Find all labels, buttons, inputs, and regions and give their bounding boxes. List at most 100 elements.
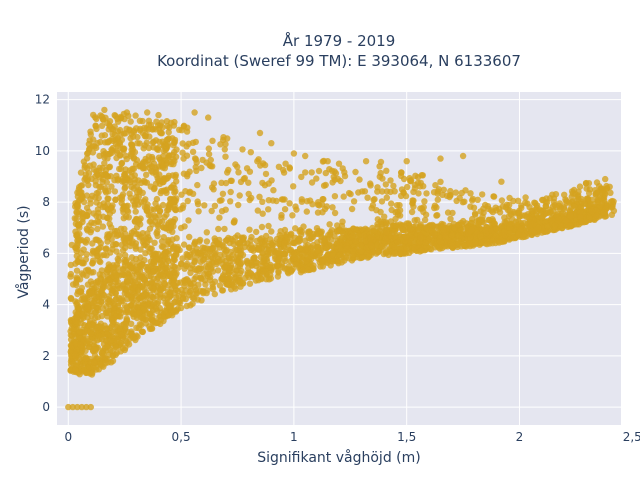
scatter-point [600,209,608,216]
scatter-point [578,203,585,210]
scatter-point [141,132,148,140]
scatter-point [350,225,357,232]
scatter-point [128,183,135,190]
scatter-point [108,149,115,157]
scatter-point [120,145,127,152]
scatter-point [449,209,456,217]
scatter-point [305,234,312,242]
scatter-point [205,150,213,158]
scatter-point [437,178,444,185]
scatter-point [153,293,161,300]
scatter-point [341,172,349,180]
scatter-point [329,204,336,211]
scatter-point [73,215,80,222]
zero-period-point [74,403,81,411]
scatter-point [77,288,85,295]
scatter-point [146,218,153,225]
scatter-point [186,291,193,299]
scatter-point [187,282,194,289]
scatter-point [482,227,489,234]
scatter-point [92,123,100,130]
scatter-point [104,139,111,146]
scatter-point [177,224,185,232]
scatter-point [114,255,122,263]
scatter-point [85,322,92,329]
scatter-point [237,283,244,290]
scatter-point [469,195,476,203]
scatter-point [560,205,568,212]
scatter-point [157,130,165,137]
scatter-point [331,209,339,217]
scatter-point [472,240,479,248]
outlier-point [362,158,370,165]
scatter-point [146,236,153,243]
scatter-point [136,217,143,224]
scatter-point [570,203,578,210]
scatter-point [143,207,151,215]
scatter-point [281,206,289,213]
zero-period-point [69,403,77,411]
scatter-point [400,189,407,196]
y-tick-label: 12 [35,93,50,107]
scatter-point [222,179,230,187]
scatter-point [360,232,367,239]
scatter-point [356,176,363,183]
scatter-point [305,230,312,237]
scatter-point [309,201,316,208]
scatter-point [195,208,202,215]
scatter-point [300,223,307,230]
scatter-point [423,225,430,232]
scatter-point [315,247,322,254]
scatter-point [105,309,112,316]
scatter-point [506,230,513,237]
y-tick-label: 0 [42,400,50,414]
scatter-point [211,202,219,209]
scatter-point [243,165,251,172]
scatter-point [326,221,333,228]
scatter-point [378,198,386,205]
scatter-point [171,136,179,144]
scatter-point [95,332,103,339]
scatter-point [553,204,560,211]
scatter-point [246,226,253,233]
scatter-point [172,171,179,179]
scatter-point [128,254,136,261]
scatter-point [194,198,201,205]
outlier-point [498,178,505,185]
scatter-point [607,189,614,196]
scatter-point [154,205,161,212]
scatter-point [222,206,229,213]
scatter-point [123,315,130,322]
scatter-point [591,201,598,208]
scatter-point [431,231,438,239]
scatter-point [78,311,86,318]
scatter-point [106,283,113,291]
y-tick-label: 10 [35,144,50,158]
scatter-point [281,255,288,262]
scatter-point [521,219,528,227]
scatter-point [81,329,89,336]
scatter-point [102,337,110,345]
x-tick-label: 2,5 [623,430,640,444]
scatter-point [246,280,254,287]
scatter-point [160,273,167,280]
scatter-point [135,324,142,332]
scatter-point [116,152,124,159]
scatter-point [255,245,263,252]
scatter-point [90,210,97,217]
scatter-point [329,252,336,259]
scatter-point [334,258,342,265]
scatter-point [535,224,542,232]
scatter-point [169,218,176,226]
scatter-point [155,250,162,258]
scatter-point [95,189,102,196]
scatter-point [84,303,91,310]
scatter-point [195,265,202,273]
scatter-point [256,193,263,200]
scatter-point [291,240,298,247]
scatter-point [191,275,198,283]
scatter-point [158,119,165,126]
scatter-point [331,193,339,200]
scatter-point [101,160,108,167]
